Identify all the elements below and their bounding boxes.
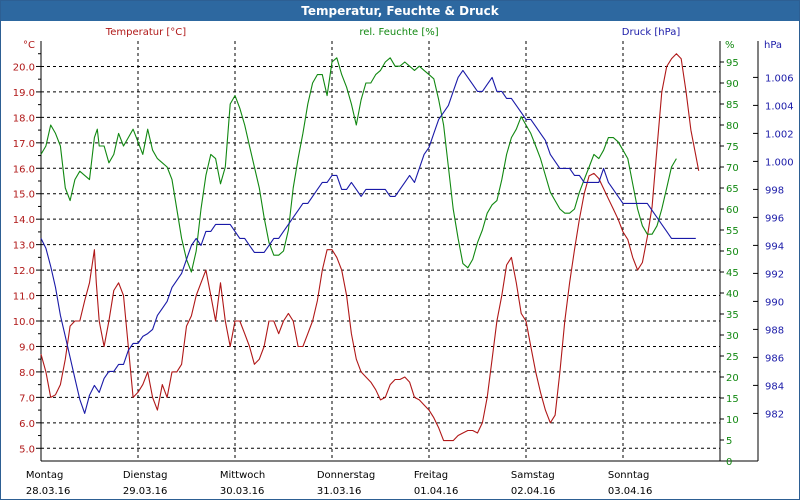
pressure-tick-label: 996 [765, 213, 784, 224]
temperature-axis-ticks: 5.0 6.0 7.0 8.0 9.0 10.0 11.0 12.0 13.0 14.0 15.0 1… [13, 53, 41, 455]
humidity-axis-ticks: 0 5 10 15 20 25 30 35 40 45 50 55 60 65 70 75 80 85 90 95 [720, 58, 739, 468]
humidity-tick-label: 75 [726, 142, 739, 153]
pressure-unit-label: hPa [764, 40, 782, 51]
x-tick-date-label: 03.04.16 [608, 486, 653, 497]
humidity-tick-label: 80 [726, 121, 739, 132]
x-axis-day-labels: Montag 28.03.16 Dienstag 29.03.16 Mittwoch 30… [26, 470, 653, 497]
temperature-tick-label: 7.0 [19, 393, 35, 404]
humidity-tick-label: 5 [726, 436, 732, 447]
series-line-humidity [40, 57, 677, 273]
x-tick-day-label: Freitag [414, 470, 448, 481]
temperature-tick-label: 11.0 [13, 292, 35, 303]
pressure-tick-label: 982 [765, 409, 784, 420]
humidity-tick-label: 95 [726, 58, 739, 69]
pressure-tick-label: 1.002 [765, 129, 794, 140]
x-tick-date-label: 01.04.16 [414, 486, 459, 497]
x-tick-day-label: Donnerstag [317, 470, 375, 481]
temperature-tick-label: 10.0 [13, 317, 35, 328]
pressure-tick-label: 1.000 [765, 157, 794, 168]
temperature-tick-label: 6.0 [19, 419, 35, 430]
temperature-tick-label: 8.0 [19, 368, 35, 379]
humidity-tick-label: 0 [726, 457, 732, 468]
humidity-tick-label: 70 [726, 163, 739, 174]
humidity-tick-label: 15 [726, 394, 739, 405]
humidity-tick-label: 90 [726, 79, 739, 90]
humidity-unit-label: % [725, 40, 735, 51]
temperature-tick-label: 12.0 [13, 266, 35, 277]
humidity-tick-label: 50 [726, 247, 739, 258]
pressure-axis-ticks: 982 984 986 988 990 992 994 996 998 1.000 1.002 1.0… [753, 73, 794, 420]
grid-layer [41, 41, 721, 461]
series-line-pressure [40, 69, 696, 414]
humidity-tick-label: 45 [726, 268, 739, 279]
pressure-axis-title: Druck [hPa] [622, 27, 681, 38]
x-tick-date-label: 29.03.16 [123, 486, 168, 497]
temperature-tick-label: 18.0 [13, 113, 35, 124]
x-tick-date-label: 31.03.16 [317, 486, 362, 497]
series-line-temperature [40, 53, 700, 442]
humidity-axis-title: rel. Feuchte [%] [359, 27, 438, 38]
humidity-tick-label: 40 [726, 289, 739, 300]
x-tick-date-label: 28.03.16 [26, 486, 71, 497]
temperature-tick-label: 13.0 [13, 241, 35, 252]
humidity-tick-label: 60 [726, 205, 739, 216]
x-tick-date-label: 30.03.16 [220, 486, 265, 497]
pressure-tick-label: 990 [765, 297, 784, 308]
x-tick-day-label: Samstag [511, 470, 555, 481]
pressure-tick-label: 1.004 [765, 101, 794, 112]
pressure-tick-label: 988 [765, 325, 784, 336]
temperature-tick-label: 5.0 [19, 444, 35, 455]
temperature-tick-label: 14.0 [13, 215, 35, 226]
temperature-tick-label: 17.0 [13, 139, 35, 150]
humidity-tick-label: 35 [726, 310, 739, 321]
temperature-tick-label: 9.0 [19, 342, 35, 353]
x-tick-day-label: Dienstag [123, 470, 168, 481]
humidity-tick-label: 10 [726, 415, 739, 426]
window-title: Temperatur, Feuchte & Druck [1, 1, 799, 21]
temperature-tick-label: 19.0 [13, 88, 35, 99]
humidity-tick-label: 30 [726, 331, 739, 342]
series-layer [40, 53, 700, 442]
x-tick-day-label: Montag [26, 470, 63, 481]
pressure-tick-label: 994 [765, 241, 784, 252]
humidity-tick-label: 20 [726, 373, 739, 384]
temperature-tick-label: 20.0 [13, 62, 35, 73]
temperature-tick-label: 16.0 [13, 164, 35, 175]
humidity-tick-label: 55 [726, 226, 739, 237]
pressure-tick-label: 992 [765, 269, 784, 280]
humidity-tick-label: 25 [726, 352, 739, 363]
pressure-tick-label: 986 [765, 353, 784, 364]
pressure-tick-label: 984 [765, 381, 784, 392]
humidity-tick-label: 65 [726, 184, 739, 195]
temperature-unit-label: °C [23, 40, 35, 51]
x-tick-day-label: Sonntag [608, 470, 650, 481]
temperature-tick-label: 15.0 [13, 190, 35, 201]
x-tick-date-label: 02.04.16 [511, 486, 556, 497]
humidity-tick-label: 85 [726, 100, 739, 111]
pressure-tick-label: 998 [765, 185, 784, 196]
pressure-tick-label: 1.006 [765, 73, 794, 84]
x-tick-day-label: Mittwoch [220, 470, 265, 481]
temperature-axis-title: Temperatur [°C] [105, 27, 186, 38]
